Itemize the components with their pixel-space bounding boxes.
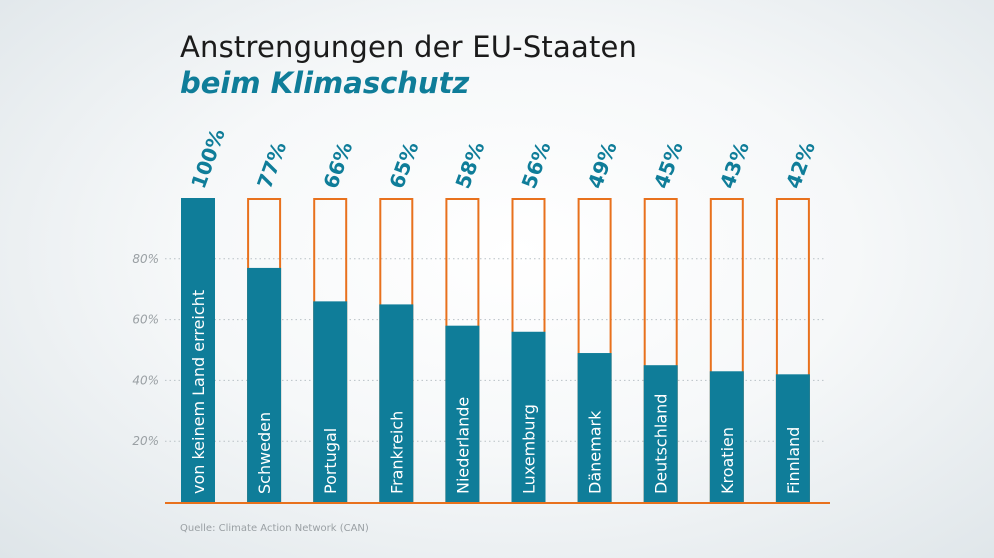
bar	[511, 331, 546, 502]
bar-label: Niederlande	[453, 397, 472, 494]
bar	[313, 301, 348, 502]
y-tick-label: 60%	[132, 313, 159, 327]
bar	[577, 353, 612, 502]
bar	[709, 371, 744, 502]
bar	[775, 374, 810, 502]
bar-label: Deutschland	[652, 394, 671, 494]
value-label: 77%	[252, 139, 291, 192]
bar-label: Schweden	[255, 412, 274, 494]
bar-label: Kroatien	[718, 427, 737, 494]
y-tick-label: 40%	[132, 373, 159, 387]
bar-label: Finnland	[784, 427, 803, 494]
y-tick-label: 80%	[132, 252, 159, 266]
chart-title: Anstrengungen der EU-Staaten	[180, 30, 638, 64]
value-label: 65%	[384, 139, 423, 192]
bar-label: Luxemburg	[520, 404, 539, 494]
bar	[181, 198, 215, 502]
value-label: 56%	[517, 139, 556, 192]
bar-label: Portugal	[321, 428, 340, 494]
bar	[643, 365, 678, 502]
value-label: 58%	[451, 139, 490, 192]
value-label: 45%	[649, 139, 688, 192]
bar-label: von keinem Land erreicht	[189, 290, 208, 494]
value-label: 49%	[583, 139, 622, 192]
value-label: 43%	[715, 139, 754, 192]
bar	[379, 304, 414, 502]
bar	[445, 325, 480, 502]
bar	[247, 267, 282, 502]
source-note: Quelle: Climate Action Network (CAN)	[180, 523, 369, 534]
value-label: 100%	[186, 125, 230, 191]
value-label: 66%	[318, 139, 357, 192]
value-label: 42%	[781, 139, 820, 192]
chart-subtitle: beim Klimaschutz	[180, 66, 470, 100]
y-tick-label: 20%	[132, 434, 159, 448]
bar-label: Dänemark	[586, 410, 605, 494]
bar-label: Frankreich	[387, 411, 406, 494]
